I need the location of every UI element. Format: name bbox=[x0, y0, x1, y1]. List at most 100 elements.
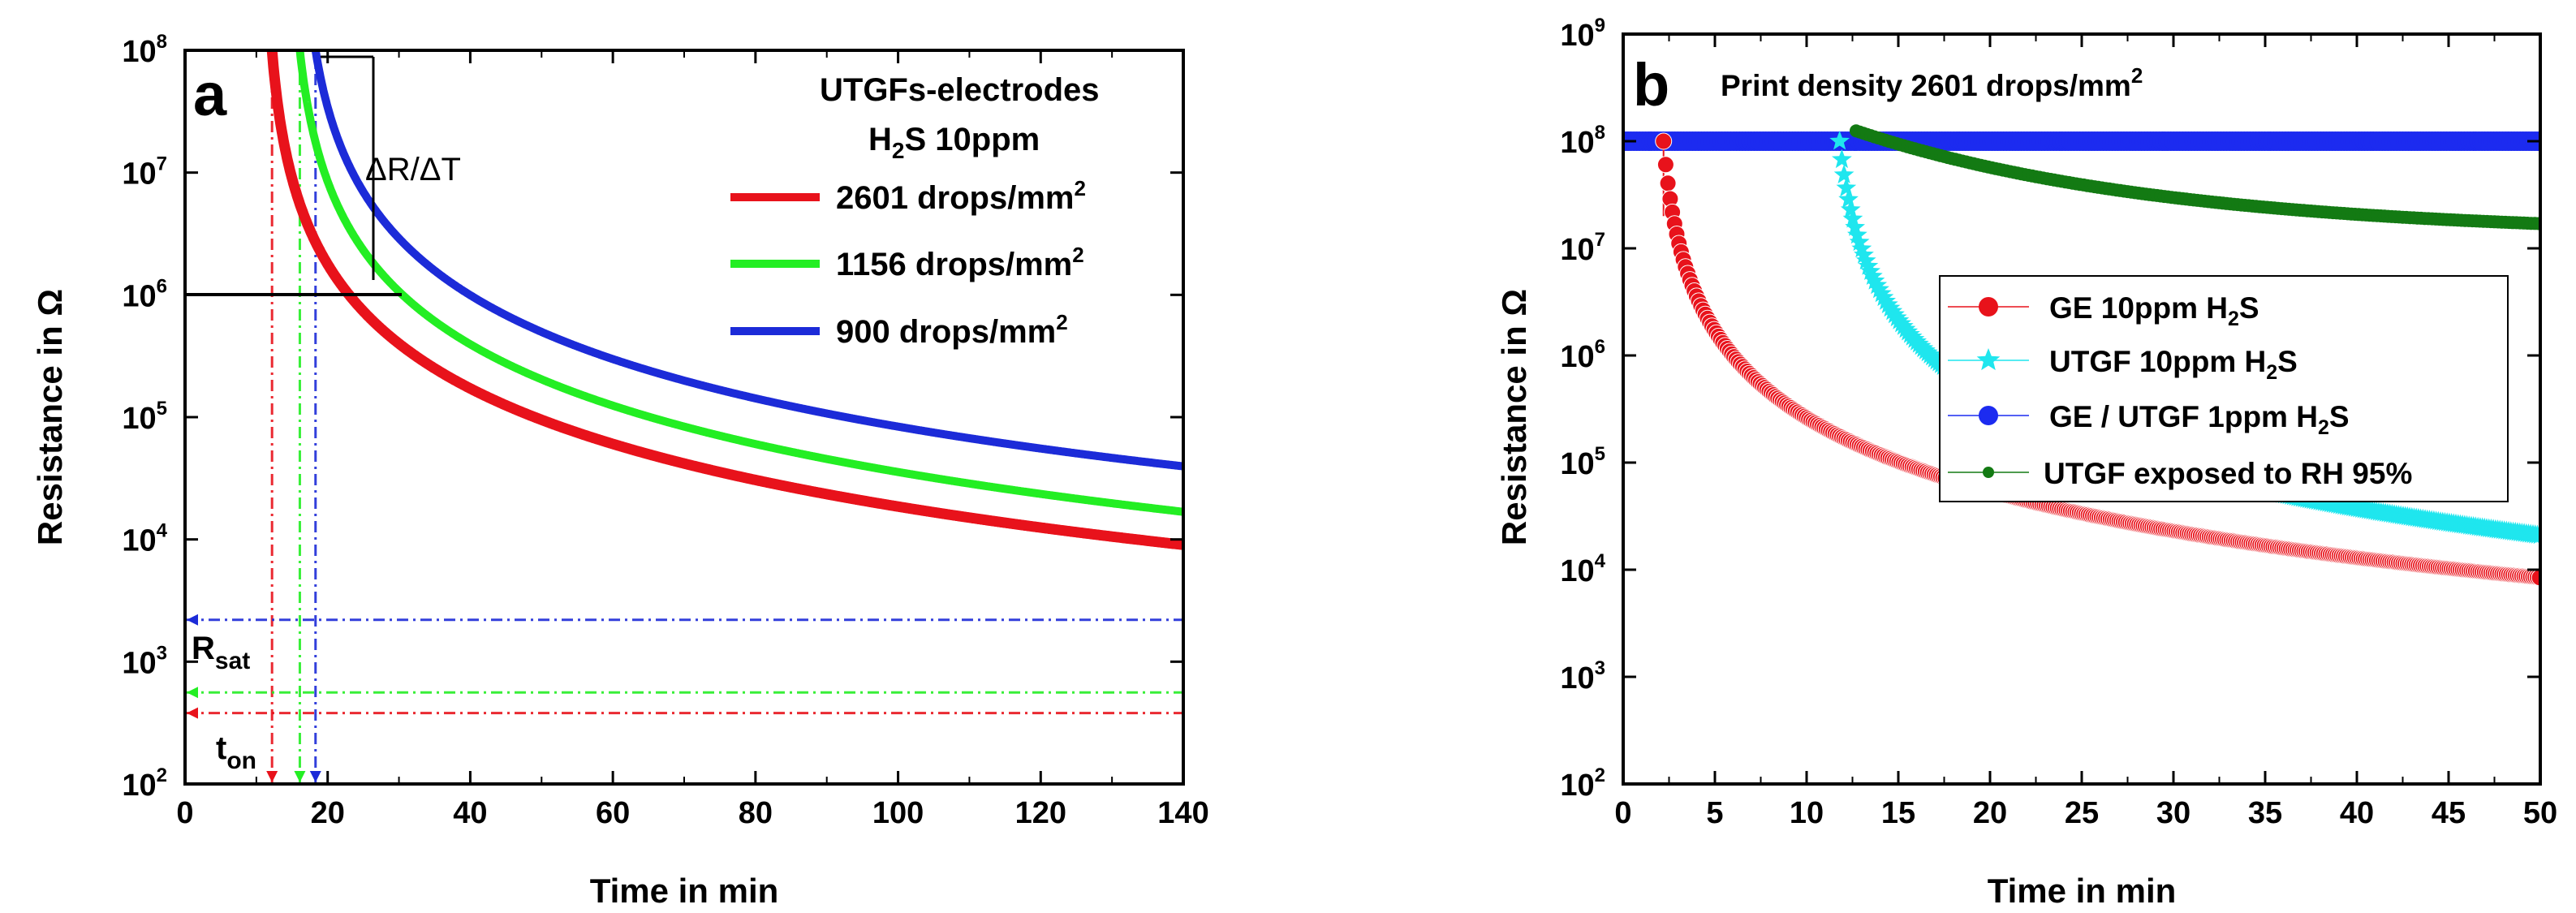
legend-label-ge-10ppm: GE 10ppm H2S bbox=[2049, 291, 2259, 330]
data-point bbox=[1863, 265, 1883, 285]
x-tick-label: 20 bbox=[1973, 796, 2007, 830]
data-point bbox=[1854, 244, 1874, 264]
x-tick-label: 20 bbox=[311, 796, 345, 830]
data-point bbox=[1845, 217, 1865, 236]
series-line bbox=[266, 50, 1183, 550]
y-tick-label: 106 bbox=[122, 275, 167, 313]
panel-a-legend-subtitle: H2S 10ppm bbox=[868, 122, 1040, 163]
data-point bbox=[1833, 164, 1854, 183]
panel-a-legend-item-1156: 1156 drops/mm2 bbox=[730, 243, 1084, 282]
r-sat-arrow bbox=[187, 687, 198, 699]
y-tick-label: 102 bbox=[1560, 764, 1605, 803]
x-tick-label: 140 bbox=[1157, 796, 1208, 830]
y-tick-label: 105 bbox=[1560, 443, 1605, 481]
data-point bbox=[1855, 250, 1876, 269]
panel-b-legend-box bbox=[1939, 275, 2509, 502]
data-point bbox=[1842, 208, 1863, 228]
panel-b-ticks: 0 5 10 15 20 25 30 35 40 45 50 102 103 104 105 106 107 10… bbox=[1560, 15, 2557, 830]
y-tick-label: 104 bbox=[1560, 550, 1605, 588]
panel-a-letter: a bbox=[193, 61, 227, 128]
legend-label-ge-utgf-1ppm: GE / UTGF 1ppm H2S bbox=[2049, 400, 2350, 439]
legend-item-utgf-rh95: UTGF exposed to RH 95% bbox=[1948, 457, 2412, 490]
legend-label-900: 900 drops/mm2 bbox=[836, 310, 1068, 350]
data-point bbox=[1858, 256, 1879, 275]
y-tick-label: 108 bbox=[122, 31, 167, 69]
t-on-arrow bbox=[309, 771, 321, 782]
panel-a-legend-item-900: 900 drops/mm2 bbox=[730, 310, 1068, 350]
y-tick-label: 102 bbox=[122, 764, 167, 803]
y-tick-label: 106 bbox=[1560, 336, 1605, 374]
x-tick-label: 80 bbox=[739, 796, 773, 830]
data-point bbox=[1659, 174, 1677, 192]
legend-label-utgf-10ppm: UTGF 10ppm H2S bbox=[2049, 345, 2298, 384]
legend-item-ge-utgf-1ppm: GE / UTGF 1ppm H2S bbox=[1948, 400, 2350, 439]
data-point bbox=[1655, 132, 1673, 150]
y-tick-label: 103 bbox=[122, 642, 167, 680]
x-tick-label: 40 bbox=[453, 796, 487, 830]
y-tick-label: 107 bbox=[122, 153, 167, 192]
legend-marker-ge-utgf-1ppm bbox=[1979, 406, 1998, 425]
data-point bbox=[1838, 188, 1859, 209]
legend-item-utgf-10ppm: UTGF 10ppm H2S bbox=[1948, 345, 2298, 384]
data-point bbox=[1864, 270, 1885, 290]
legend-marker-utgf-10ppm bbox=[1976, 348, 2001, 371]
x-tick-label: 60 bbox=[596, 796, 630, 830]
legend-label-utgf-rh95: UTGF exposed to RH 95% bbox=[2044, 457, 2412, 490]
r-sat-arrow bbox=[187, 614, 198, 626]
x-tick-label: 10 bbox=[1790, 796, 1824, 830]
x-tick-label: 45 bbox=[2432, 796, 2466, 830]
panel-a-legend-item-2601: 2601 drops/mm2 bbox=[730, 176, 1086, 216]
x-tick-label: 100 bbox=[872, 796, 924, 830]
x-tick-label: 0 bbox=[1614, 796, 1631, 830]
data-point bbox=[1832, 149, 1852, 169]
data-point bbox=[1867, 274, 1888, 295]
x-tick-label: 25 bbox=[2065, 796, 2099, 830]
panel-b: 0 5 10 15 20 25 30 35 40 45 50 102 103 104 105 106 107 10… bbox=[1495, 15, 2557, 910]
panel-a: 0 20 40 60 80 100 120 140102103104105106107108 … bbox=[31, 31, 1209, 910]
panel-b-letter: b bbox=[1633, 51, 1669, 118]
x-tick-label: 35 bbox=[2248, 796, 2282, 830]
delta-r-dt-annotation: ΔR/ΔT bbox=[185, 55, 461, 296]
data-point bbox=[1847, 224, 1867, 244]
data-point bbox=[1840, 199, 1861, 219]
data-point bbox=[1860, 261, 1880, 280]
t-on-arrow bbox=[266, 771, 278, 782]
t-on-label: ton bbox=[216, 730, 256, 774]
data-point bbox=[2529, 524, 2540, 545]
data-point bbox=[1836, 177, 1857, 197]
y-tick-label: 109 bbox=[1560, 15, 1605, 53]
y-tick-label: 104 bbox=[122, 520, 167, 558]
data-point bbox=[1871, 282, 1892, 303]
panel-a-legend-title: UTGFs-electrodes bbox=[820, 72, 1100, 108]
panel-a-ticks: 0 20 40 60 80 100 120 140 102 103 104 105 106 107 108 bbox=[122, 31, 1208, 830]
data-point bbox=[1849, 231, 1870, 252]
legend-label-2601: 2601 drops/mm2 bbox=[836, 176, 1086, 216]
panel-a-plot-area bbox=[185, 50, 1183, 784]
y-tick-label: 103 bbox=[1560, 657, 1605, 696]
legend-marker-ge-10ppm bbox=[1979, 297, 1998, 317]
series-line bbox=[311, 50, 1183, 471]
panel-b-legend: GE 10ppm H2S UTGF 10ppm H2S GE / UTGF 1p… bbox=[1939, 275, 2509, 502]
x-tick-label: 40 bbox=[2340, 796, 2374, 830]
panel-b-y-axis-title: Resistance in Ω bbox=[1495, 289, 1533, 545]
x-tick-label: 50 bbox=[2523, 796, 2557, 830]
panel-b-x-axis-title: Time in min bbox=[1988, 872, 2177, 910]
y-tick-label: 107 bbox=[1560, 229, 1605, 267]
series-line bbox=[295, 50, 1183, 516]
r-sat-arrow bbox=[187, 707, 198, 719]
x-tick-label: 15 bbox=[1881, 796, 1915, 830]
data-point bbox=[1829, 131, 1850, 150]
delta-label: ΔR/ΔT bbox=[365, 152, 461, 187]
x-tick-label: 30 bbox=[2156, 796, 2190, 830]
r-sat-label: Rsat bbox=[192, 631, 250, 674]
t-on-arrow bbox=[294, 771, 306, 782]
data-point bbox=[1869, 278, 1889, 299]
legend-label-1156: 1156 drops/mm2 bbox=[836, 243, 1084, 282]
legend-marker-utgf-rh95 bbox=[1983, 467, 1994, 478]
panel-a-y-axis-title: Resistance in Ω bbox=[31, 289, 69, 545]
x-tick-label: 120 bbox=[1015, 796, 1066, 830]
data-point bbox=[2531, 217, 2540, 230]
y-tick-label: 105 bbox=[122, 398, 167, 436]
data-point bbox=[1851, 238, 1872, 258]
data-point bbox=[1656, 156, 1674, 174]
